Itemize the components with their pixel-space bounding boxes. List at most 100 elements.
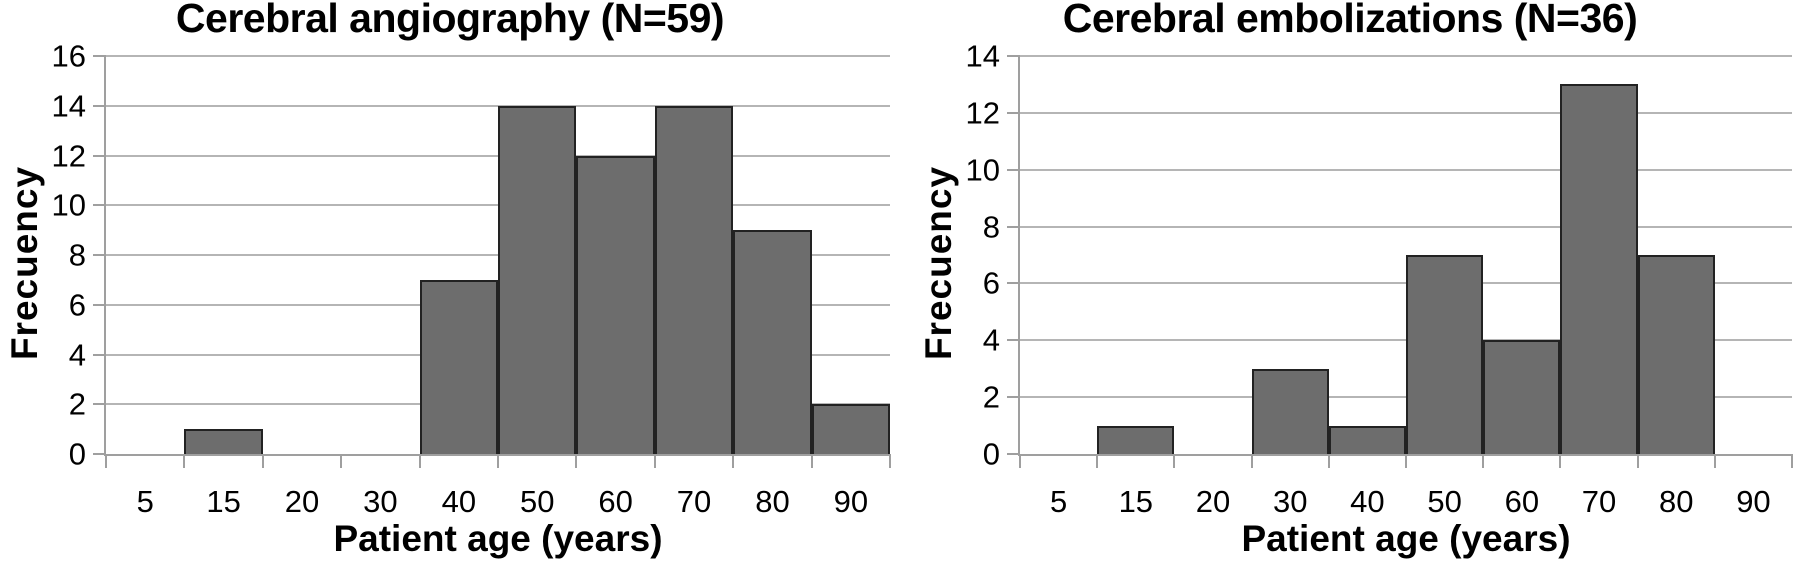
- x-tick-mark: [653, 454, 656, 468]
- y-tick-label: 8: [68, 237, 86, 273]
- y-tick-mark: [1007, 396, 1020, 399]
- y-tick-label: 4: [982, 322, 1000, 358]
- chart-title: Cerebral embolizations (N=36): [1062, 0, 1638, 41]
- x-tick-label: 40: [441, 484, 477, 519]
- x-tick-label: 60: [1504, 484, 1540, 519]
- y-tick-label: 6: [982, 265, 1000, 301]
- x-tick-label: 70: [1581, 484, 1617, 519]
- x-tick-mark: [810, 454, 813, 468]
- x-tick-mark: [261, 454, 264, 468]
- y-tick-labels: 0 2 4 6 8 10 12 14 16: [6, 41, 86, 470]
- y-tick-mark: [93, 403, 106, 406]
- bar-age-70: [654, 105, 734, 454]
- gridline: [106, 55, 890, 57]
- y-tick-label: 14: [965, 38, 1000, 74]
- y-tick-labels: 0 2 4 6 8 10 12 14: [920, 41, 1000, 470]
- x-tick-mark: [732, 454, 735, 468]
- y-tick-label: 2: [68, 386, 86, 422]
- bar-age-15: [1097, 425, 1175, 454]
- bar-age-50: [498, 105, 577, 454]
- y-tick-label: 4: [68, 337, 86, 372]
- y-tick-mark: [1007, 55, 1020, 57]
- x-tick-label: 15: [1118, 484, 1154, 519]
- x-tick-label: 80: [755, 484, 790, 519]
- x-tick-mark: [1250, 454, 1253, 468]
- x-tick-label: 50: [519, 484, 555, 519]
- bar-age-40: [1328, 425, 1406, 454]
- plot-area: Frecuency 0 2 4 6 8 10 12 14 5 15 20 30 40 50 60 70 80 9…: [918, 41, 1793, 557]
- x-tick-mark: [889, 454, 891, 468]
- y-tick-label: 6: [68, 287, 86, 323]
- gridline: [1020, 111, 1792, 114]
- chart-cerebral-embolizations: Cerebral embolizations (N=36) Frecuency …: [900, 0, 1800, 583]
- x-tick-mark: [1636, 454, 1639, 468]
- x-tick-mark: [1791, 454, 1793, 468]
- y-tick-mark: [1007, 453, 1020, 455]
- x-tick-mark: [1559, 454, 1562, 468]
- gridline: [1020, 225, 1792, 228]
- bar-age-15: [184, 429, 263, 454]
- bar-age-60: [1483, 340, 1561, 454]
- x-tick-mark: [575, 454, 578, 468]
- x-tick-mark: [1713, 454, 1716, 468]
- y-tick-label: 12: [51, 138, 86, 173]
- x-tick-label: 90: [1736, 484, 1771, 519]
- bar-age-80: [733, 230, 812, 454]
- x-tick-mark: [1482, 454, 1485, 468]
- y-tick-mark: [93, 254, 106, 256]
- bar-age-70: [1560, 84, 1638, 454]
- bar-age-80: [1637, 255, 1715, 454]
- x-tick-label: 15: [206, 484, 241, 519]
- y-tick-label: 16: [51, 38, 86, 74]
- y-tick-mark: [93, 303, 106, 306]
- x-tick-mark: [105, 454, 107, 468]
- y-tick-label: 2: [982, 379, 1000, 415]
- bar-age-40: [419, 279, 498, 454]
- x-tick-mark: [1405, 454, 1407, 468]
- x-tick-mark: [497, 454, 499, 468]
- x-tick-label: 5: [1049, 484, 1068, 519]
- y-tick-mark: [1007, 282, 1020, 285]
- bar-age-50: [1406, 255, 1484, 454]
- x-tick-mark: [183, 454, 186, 468]
- bar-age-60: [576, 155, 655, 454]
- y-tick-mark: [93, 55, 106, 57]
- y-tick-mark: [93, 104, 106, 107]
- x-tick-label: 20: [284, 484, 320, 519]
- y-tick-mark: [1007, 111, 1020, 114]
- x-tick-label: 50: [1427, 484, 1462, 519]
- x-tick-label: 90: [833, 484, 869, 519]
- bar-age-90: [811, 404, 890, 454]
- x-axis-label: Patient age (years): [333, 518, 663, 559]
- y-tick-label: 0: [68, 436, 86, 472]
- x-tick-label: 30: [363, 484, 398, 519]
- x-tick-label: 20: [1195, 484, 1231, 519]
- y-tick-label: 14: [51, 88, 86, 124]
- x-tick-label: 30: [1272, 484, 1308, 519]
- gridline: [1020, 55, 1792, 57]
- x-tick-labels: 5 15 20 30 40 50 60 70 80 90: [106, 486, 890, 517]
- y-tick-label: 10: [965, 152, 1000, 188]
- x-axis-label: Patient age (years): [1241, 518, 1571, 559]
- y-tick-label: 12: [965, 95, 1000, 131]
- x-tick-labels: 5 15 20 30 40 50 60 70 80 90: [1020, 486, 1792, 517]
- plot-area: Frecuency 0 2 4 6 8 10 12 14 16 5 15 20 30 40 50 60 70 8…: [4, 41, 891, 557]
- y-tick-mark: [1007, 168, 1020, 171]
- x-tick-mark: [418, 454, 421, 468]
- x-tick-label: 5: [136, 484, 154, 519]
- chart-title: Cerebral angiography (N=59): [175, 0, 725, 41]
- x-tick-label: 40: [1350, 484, 1385, 519]
- y-tick-label: 0: [982, 436, 1000, 472]
- gridline: [1020, 168, 1792, 171]
- bar-age-30: [1251, 368, 1329, 454]
- y-tick-mark: [93, 154, 106, 157]
- y-tick-label: 10: [51, 187, 86, 223]
- y-tick-mark: [93, 353, 106, 356]
- x-tick-mark: [1327, 454, 1330, 468]
- x-tick-mark: [1173, 454, 1176, 468]
- x-tick-label: 70: [676, 484, 712, 519]
- x-tick-mark: [340, 454, 343, 468]
- y-tick-label: 8: [982, 209, 1000, 245]
